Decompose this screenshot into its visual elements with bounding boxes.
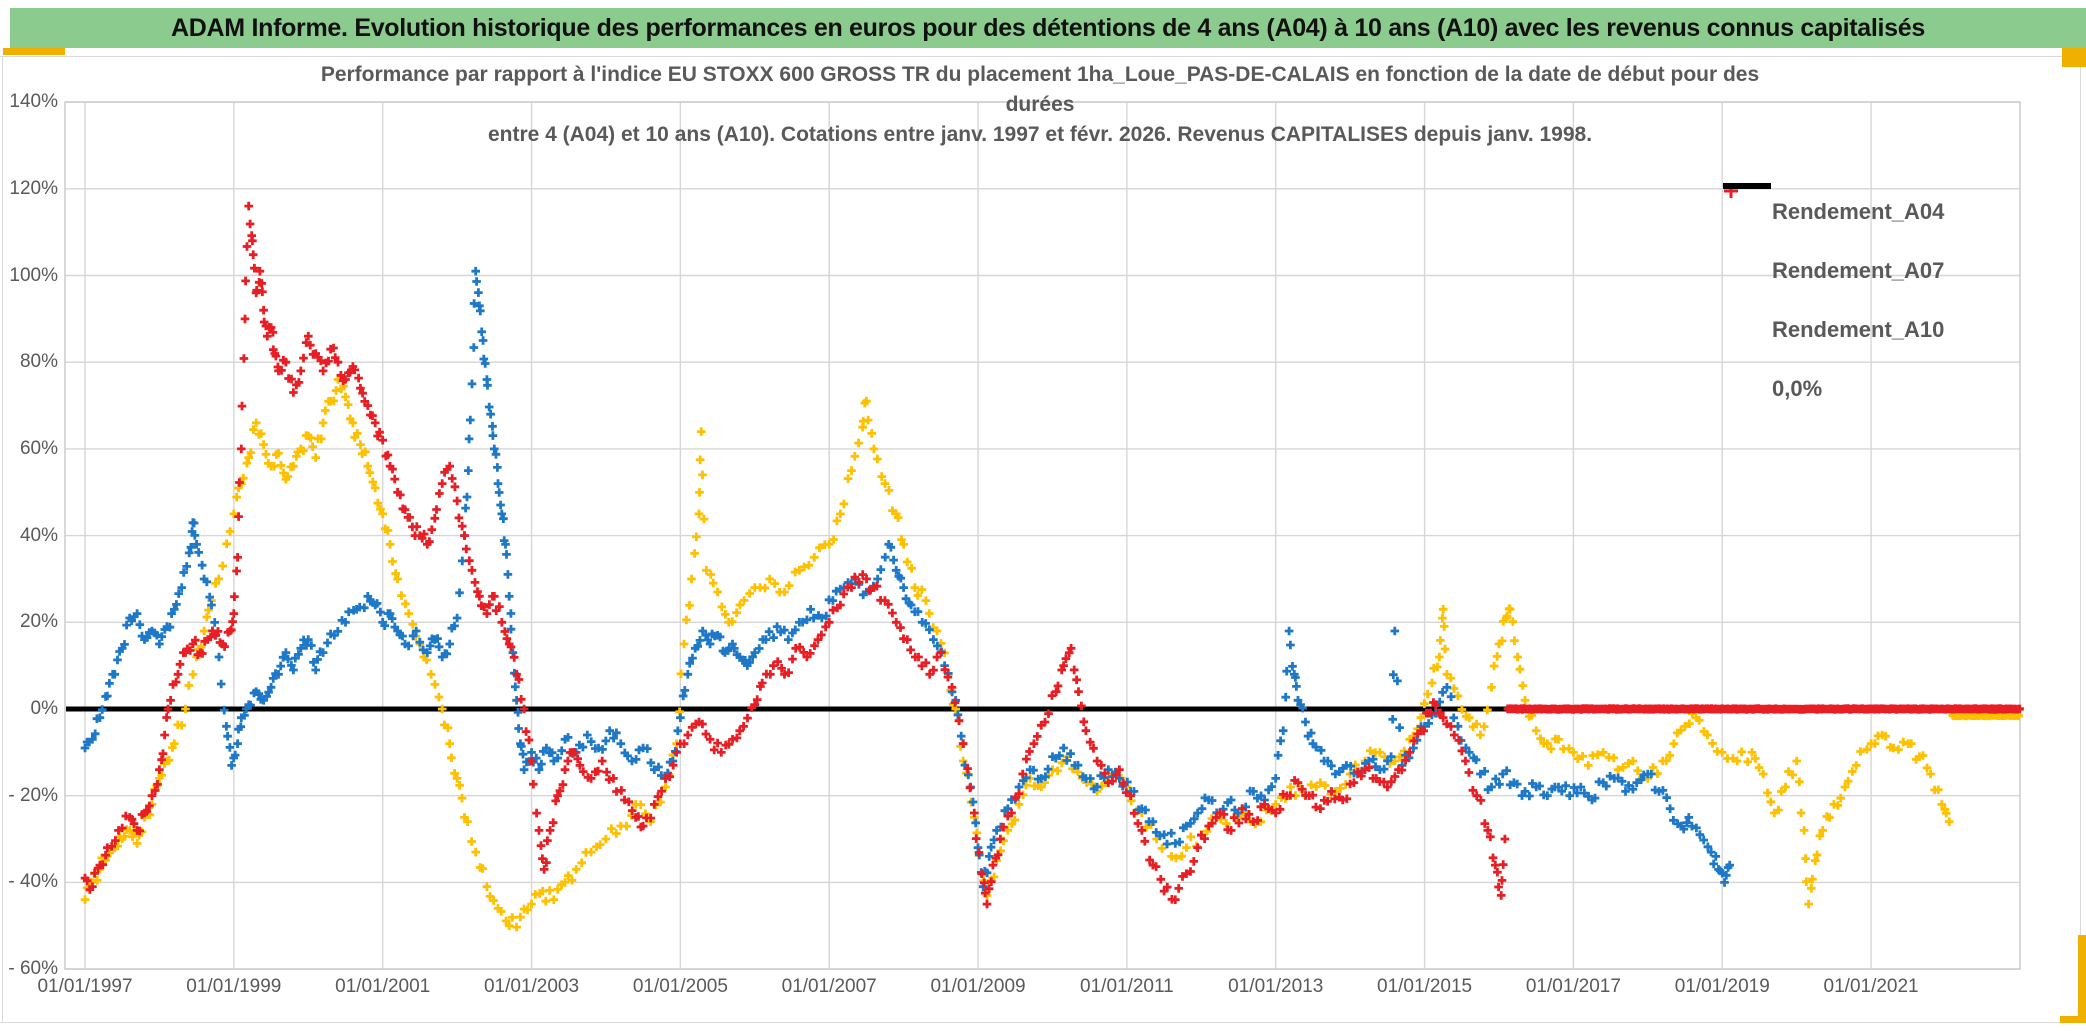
y-tick-label: 60% [19, 437, 58, 459]
x-tick-label: 01/01/2009 [930, 976, 1026, 997]
series-Rendement_A10-zero-run [1503, 704, 2024, 714]
chart-title-line-2: durées [1005, 93, 1075, 116]
x-tick-label: 01/01/2011 [1080, 976, 1174, 997]
legend-label: Rendement_A04 [1772, 198, 1945, 224]
legend-item-rendement-a04: Rendement_A04 [1722, 182, 2022, 241]
chart-title-line-3: entre 4 (A04) et 10 ans (A10). Cotations… [487, 123, 1593, 146]
legend-item-rendement-a10: Rendement_A10 [1722, 184, 2022, 359]
series-Rendement_A07 [80, 266, 1734, 891]
x-axis: 01/01/1997 01/01/1999 01/01/2001 01/01/2003… [0, 976, 2086, 1002]
x-tick-label: 01/01/2007 [781, 976, 877, 997]
corner-accent-top-right [2062, 48, 2086, 67]
x-tick-label: 01/01/2015 [1377, 976, 1473, 997]
legend-label: Rendement_A07 [1772, 257, 1945, 283]
chart-title: Performance par rapport à l'indice EU ST… [200, 60, 1880, 150]
x-tick-label: 01/01/2019 [1674, 976, 1770, 997]
x-tick-label: 01/01/2017 [1525, 976, 1621, 997]
y-tick-label: 100% [9, 264, 58, 286]
y-axis: 140% 120% 100% 80% 60% 40% 20% 0% - 20% - 40% - 60… [0, 0, 58, 1031]
legend-item-0-0-: 0,0% [1722, 183, 2022, 418]
divider-top [0, 56, 2080, 57]
chart-title-line-1: Performance par rapport à l'indice EU ST… [320, 63, 1760, 86]
frame-bottom [0, 1022, 2080, 1023]
frame-left [2, 56, 3, 1022]
y-tick-label: 80% [19, 351, 58, 373]
x-tick-label: 01/01/2005 [632, 976, 728, 997]
y-tick-label: - 20% [8, 784, 58, 806]
y-tick-label: 140% [9, 91, 58, 113]
x-tick-label: 01/01/2001 [335, 976, 431, 997]
y-tick-label: - 40% [8, 871, 58, 893]
y-tick-label: 0% [30, 698, 58, 719]
legend-label: Rendement_A10 [1772, 316, 1945, 342]
y-tick-label: 120% [9, 177, 58, 199]
y-tick-label: 20% [19, 611, 58, 633]
y-tick-label: - 60% [8, 958, 58, 980]
x-tick-label: 01/01/2013 [1228, 976, 1324, 997]
page-title: ADAM Informe. Evolution historique des p… [171, 13, 1925, 42]
header-accent-left [3, 48, 65, 55]
legend-label: 0,0% [1772, 375, 1823, 401]
plot-border [64, 101, 2021, 970]
x-tick-label: 01/01/1997 [37, 976, 133, 997]
series-Rendement_A04 [80, 375, 1954, 932]
legend: Rendement_A04 Rendement_A07 Rendement_A10 0… [1722, 182, 2022, 418]
frame-right [2080, 56, 2081, 1022]
x-tick-label: 01/01/2003 [483, 976, 580, 997]
corner-accent-bottom-right [2078, 935, 2086, 1023]
x-tick-label: 01/01/1999 [186, 976, 282, 997]
corner-accent-bottom-right-2 [2060, 1016, 2086, 1023]
series-Rendement_A10 [80, 201, 1510, 909]
series-Rendement_A04-zero-run [1948, 710, 2023, 721]
header-bar: ADAM Informe. Evolution historique des p… [10, 8, 2086, 48]
y-tick-label: 40% [19, 524, 58, 546]
legend-item-rendement-a07: Rendement_A07 [1722, 184, 2022, 300]
x-tick-label: 01/01/2021 [1823, 976, 1919, 997]
